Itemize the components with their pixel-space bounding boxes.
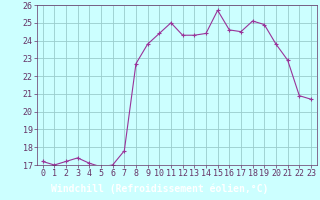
Text: Windchill (Refroidissement éolien,°C): Windchill (Refroidissement éolien,°C) (51, 183, 269, 194)
